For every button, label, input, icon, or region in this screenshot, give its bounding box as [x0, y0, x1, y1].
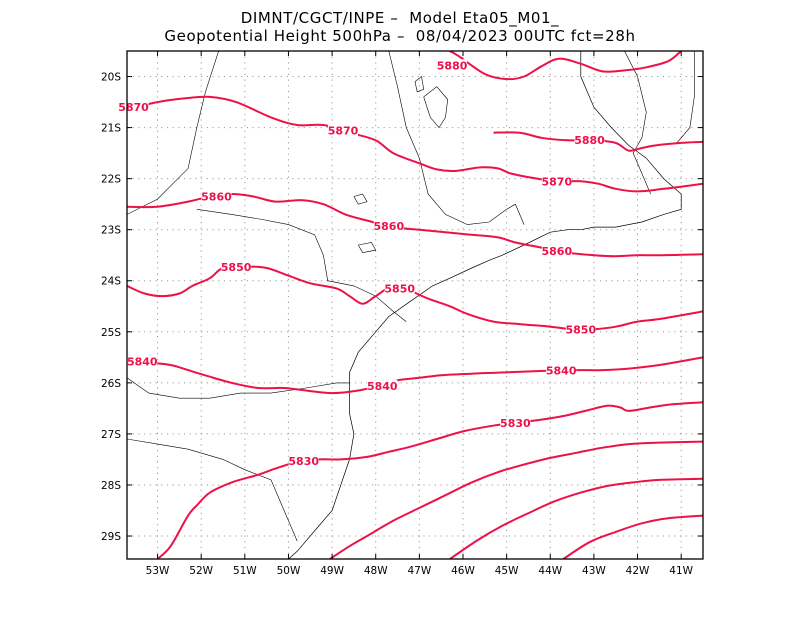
map-title-line-1: DIMNT/CGCT/INPE – Model Eta05_M01_ [240, 9, 560, 27]
x-tick-label: 41W [669, 565, 693, 577]
x-tick-label: 44W [538, 565, 562, 577]
x-tick-label: 43W [582, 565, 606, 577]
contour-label: 5830 [288, 455, 319, 468]
contour-label: 5850 [221, 261, 252, 274]
lake-outline [414, 75, 425, 93]
x-tick-label: 42W [626, 565, 650, 577]
y-tick-label: 28S [101, 480, 121, 492]
x-tick-label: 46W [451, 565, 475, 577]
axis-ticks: 53W 52W 51W 50W 49W 48W 47W 46W 45W 44W 43W 42W 41W 2… [101, 51, 703, 577]
y-tick-label: 20S [101, 72, 121, 84]
y-tick-label: 26S [101, 378, 121, 390]
x-tick-label: 52W [189, 565, 213, 577]
contour-label: 5860 [542, 245, 573, 258]
contour-label-bg [201, 190, 232, 203]
map-features [127, 51, 695, 559]
state-boundary [624, 51, 651, 195]
contour-line-5810 [449, 477, 703, 559]
coastline [288, 51, 682, 559]
y-tick-label: 27S [101, 429, 121, 441]
x-tick-label: 49W [320, 565, 344, 577]
contour-label-bg [546, 364, 577, 377]
contour-label-bg [367, 379, 398, 392]
contour-label: 5850 [384, 282, 415, 295]
state-boundary [388, 51, 525, 225]
contour-label-bg [373, 220, 404, 233]
contour-label-bg [328, 124, 358, 137]
contour-line-5800 [562, 514, 703, 559]
map-title-line-2: Geopotential Height 500hPa – 08/04/2023 … [164, 27, 636, 45]
y-tick-label: 25S [101, 327, 121, 339]
contour-label: 5830 [500, 417, 531, 430]
contour-line-5870 [127, 95, 703, 193]
contour-label-bg [565, 323, 596, 336]
grid-lines [127, 51, 703, 559]
y-tick-label: 29S [101, 531, 121, 543]
contour-label: 5870 [118, 101, 149, 114]
contour-label-bg [127, 355, 158, 368]
x-tick-label: 45W [495, 565, 519, 577]
state-boundary [676, 51, 695, 144]
contour-label-bg [118, 101, 149, 114]
x-tick-label: 50W [277, 565, 301, 577]
contour-label-bg [288, 454, 319, 467]
contour-label-bg [541, 175, 572, 188]
x-tick-label: 48W [364, 565, 388, 577]
x-tick-label: 51W [233, 565, 257, 577]
contour-label: 5880 [574, 134, 605, 147]
contour-label-bg [541, 245, 572, 258]
state-boundary [127, 438, 298, 542]
state-boundary [196, 209, 407, 322]
lake-outline [358, 242, 377, 254]
contour-label-bg [437, 59, 468, 72]
y-tick-label: 21S [101, 123, 121, 135]
contour-line-5820 [329, 440, 703, 559]
plot-frame [126, 50, 704, 560]
x-tick-label: 47W [407, 565, 431, 577]
contour-lines [127, 51, 703, 559]
contour-label-bg [221, 260, 252, 273]
contour-labels: 5880 5880 5870 5870 5870 5860 5860 5860 5850 5850… [118, 59, 605, 468]
contour-label: 5880 [437, 59, 468, 72]
contour-label-bg [384, 282, 415, 295]
contour-label-bg [574, 133, 605, 146]
y-tick-label: 22S [101, 174, 121, 186]
contour-label: 5870 [328, 125, 359, 138]
contour-label-bg [500, 417, 531, 430]
x-tick-label: 53W [146, 565, 170, 577]
state-boundary [127, 51, 219, 215]
lake-outline [353, 193, 368, 205]
contour-line-5830 [156, 401, 703, 559]
contour-line-5880 [449, 51, 682, 81]
contour-line-5840 [127, 356, 703, 395]
contour-label: 5860 [201, 191, 232, 204]
contour-label: 5850 [566, 323, 597, 336]
y-tick-label: 24S [101, 276, 121, 288]
contour-label: 5840 [127, 355, 158, 368]
y-tick-label: 23S [101, 225, 121, 237]
state-boundary [127, 377, 350, 399]
lake-outline [423, 86, 449, 129]
contour-label: 5860 [374, 220, 405, 233]
contour-line-5880 [493, 131, 703, 152]
contour-label: 5870 [542, 176, 573, 189]
contour-label: 5840 [546, 365, 577, 378]
contour-label: 5840 [367, 380, 398, 393]
